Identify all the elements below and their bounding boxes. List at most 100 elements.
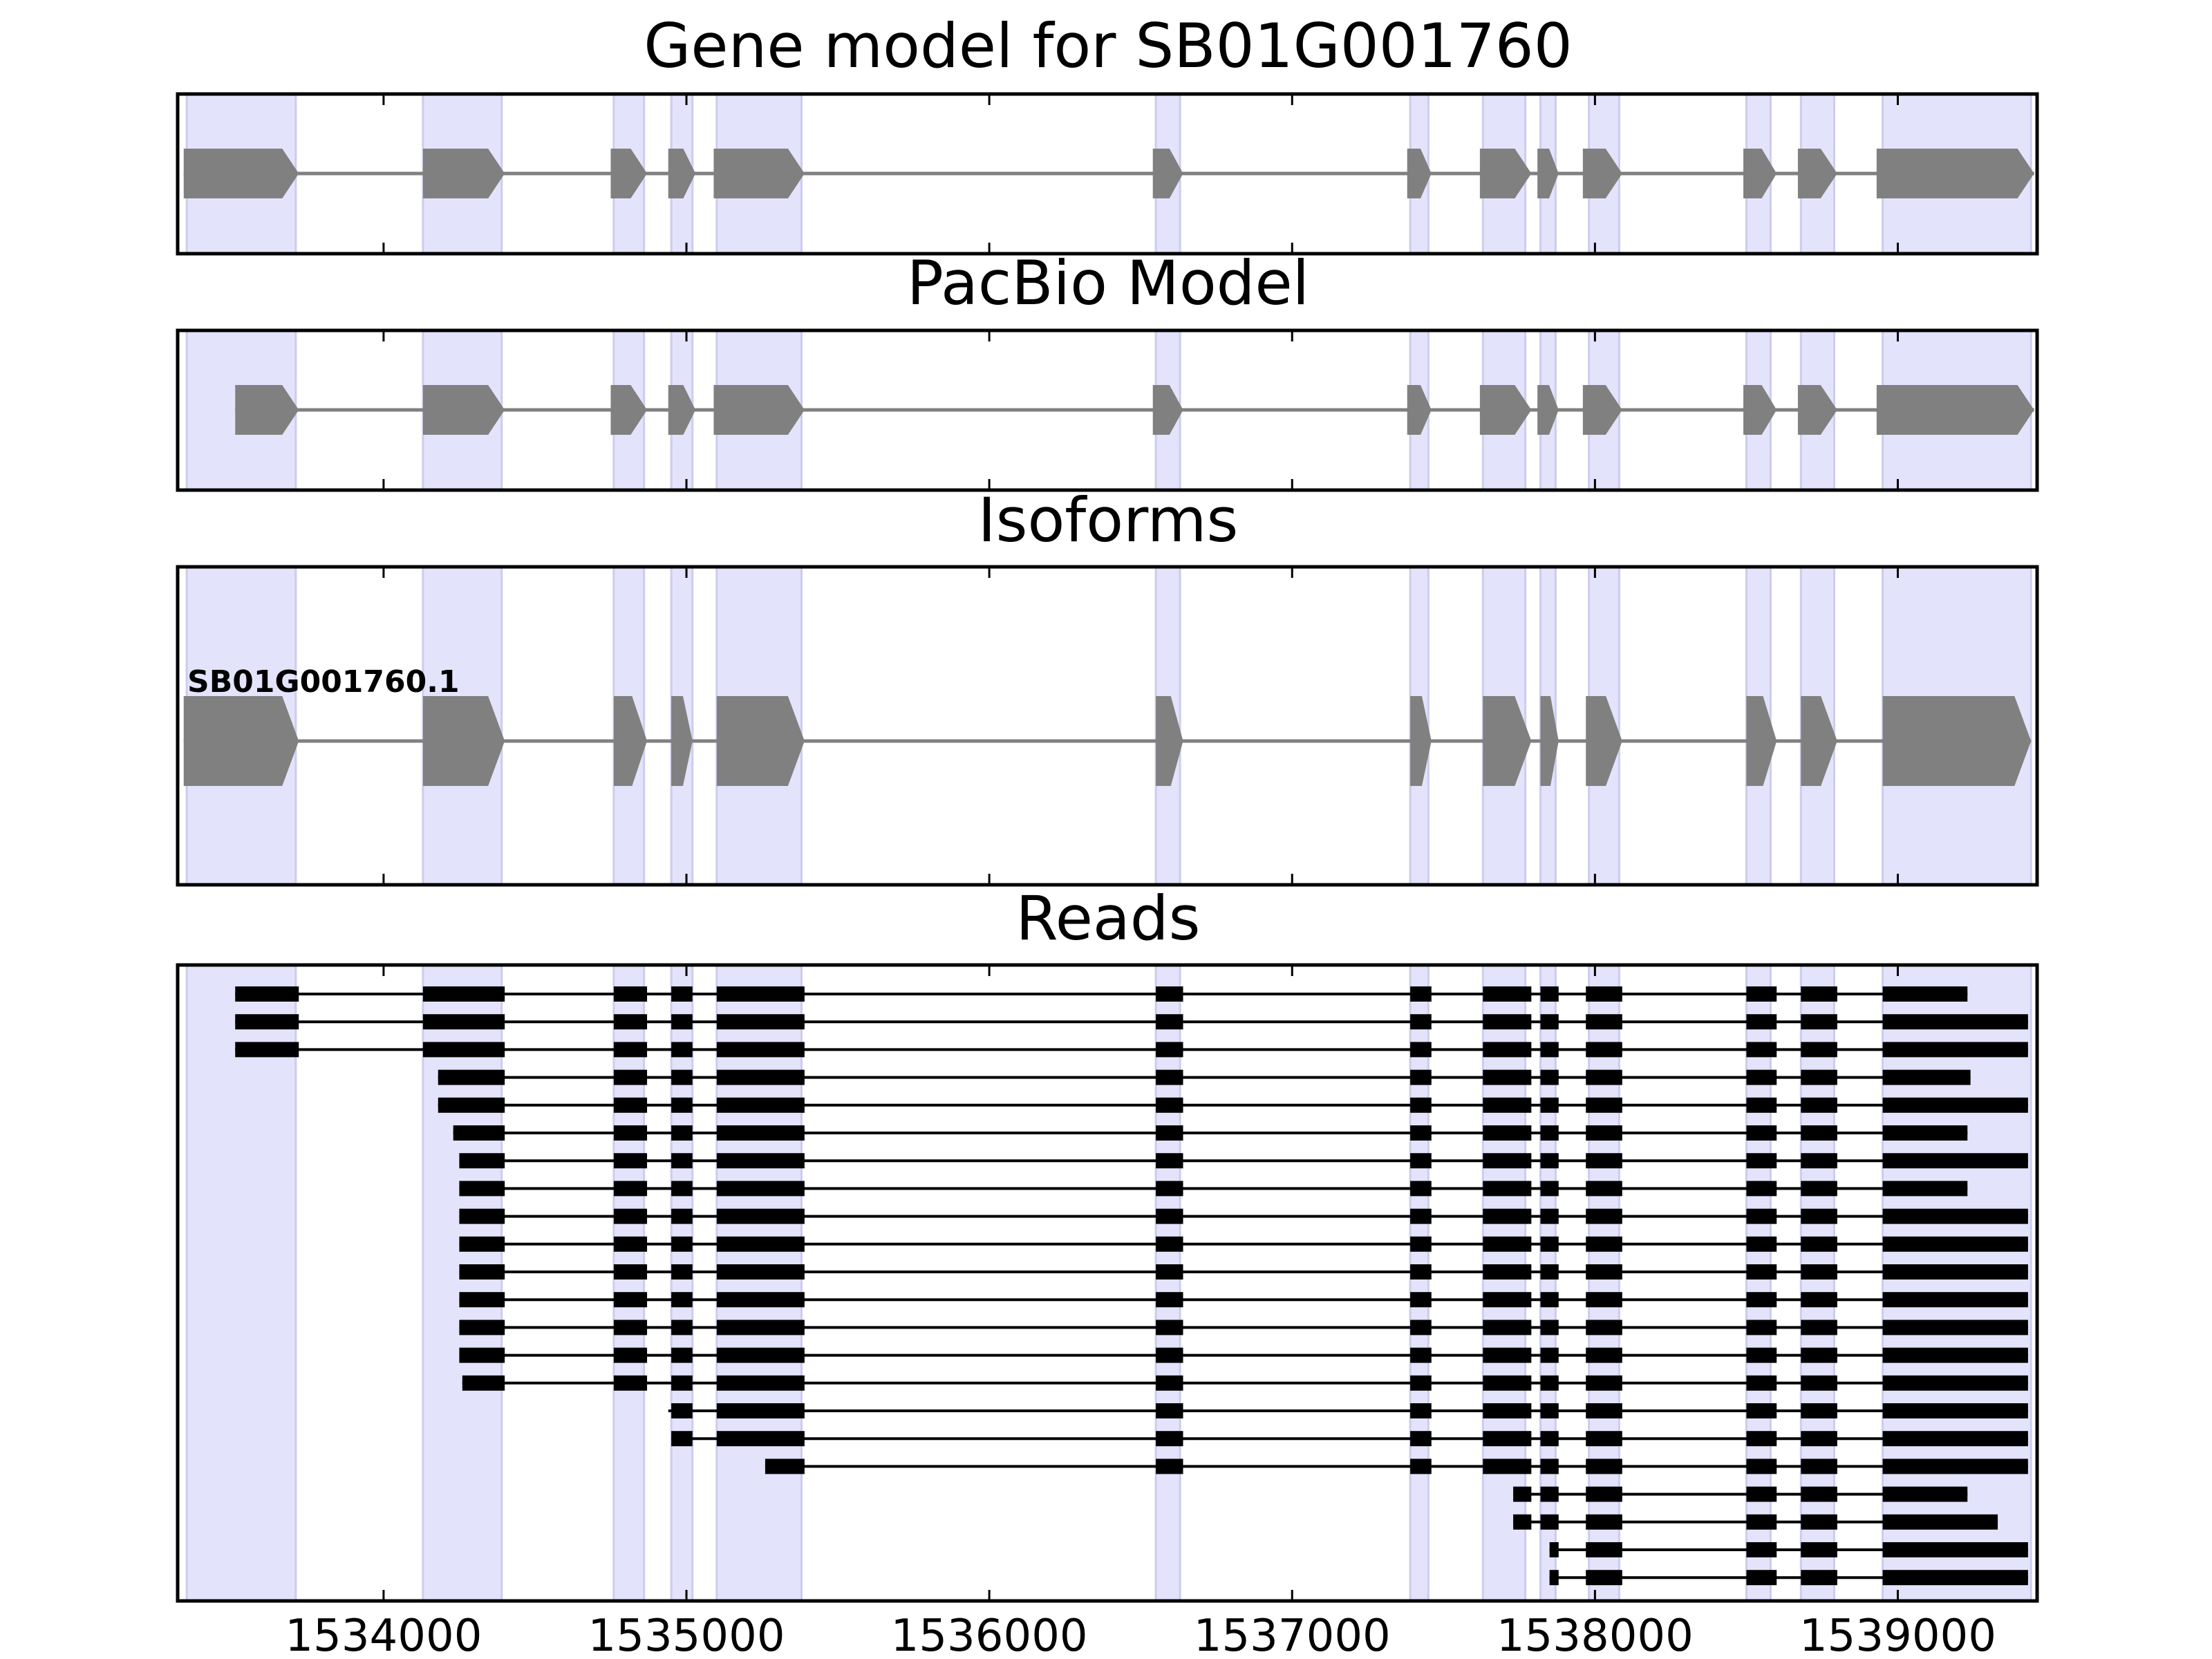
read-block <box>1801 1153 1837 1169</box>
read-block <box>1586 1292 1622 1308</box>
highlight-band <box>715 964 803 1602</box>
x-axis: 1534000 1535000 1536000 1537000 1538000 15390… <box>285 1611 1996 1659</box>
read-block <box>671 1125 693 1141</box>
read-block <box>1540 1375 1559 1391</box>
read-block <box>1586 1125 1622 1141</box>
read-block <box>613 1042 648 1058</box>
read-block <box>1540 1181 1559 1197</box>
read-block <box>1882 1236 2028 1252</box>
read-block <box>716 1320 805 1335</box>
read-block <box>613 1375 648 1391</box>
read-block <box>459 1153 505 1169</box>
marks-pacbio <box>235 385 2034 435</box>
read-block <box>1801 1014 1837 1030</box>
read-block <box>1540 1264 1559 1280</box>
read-block <box>716 1347 805 1363</box>
read-block <box>1586 1181 1622 1197</box>
read-block <box>716 1097 805 1113</box>
read-block <box>459 1320 505 1335</box>
read-block <box>1483 1153 1532 1169</box>
exon-shape <box>183 696 299 786</box>
read-block <box>1746 1320 1777 1335</box>
x-tick-label: 1535000 <box>588 1611 785 1659</box>
exon-shape <box>422 696 505 786</box>
x-tick-label: 1534000 <box>285 1611 482 1659</box>
read-block <box>1156 1459 1183 1474</box>
read-block <box>1746 1347 1777 1363</box>
read-block <box>613 1320 648 1335</box>
read-block <box>1801 1514 1837 1530</box>
read-block <box>1540 1208 1559 1224</box>
read-block <box>1746 1069 1777 1085</box>
exon-shape <box>713 149 805 198</box>
read-block <box>1156 986 1183 1002</box>
read-block <box>1882 1264 2028 1280</box>
read-block <box>1586 1542 1622 1557</box>
read-block <box>1746 1431 1777 1447</box>
highlight-band <box>185 964 297 1602</box>
read-block <box>1882 1320 2028 1335</box>
read-block <box>1410 1153 1432 1169</box>
exon-shape <box>422 385 505 435</box>
read-block <box>1410 1459 1432 1474</box>
marks-isoforms <box>183 696 2032 786</box>
highlight-band <box>1154 964 1181 1602</box>
read-block <box>1801 1069 1837 1085</box>
read-block <box>1540 1236 1559 1252</box>
read-block <box>1801 1181 1837 1197</box>
read-block <box>1483 1042 1532 1058</box>
highlight-band <box>612 964 646 1602</box>
ticks <box>382 94 1899 1601</box>
exon-shape <box>1743 385 1777 435</box>
exon-shape <box>1483 696 1532 786</box>
exon-shape <box>1743 149 1777 198</box>
read-block <box>1586 1570 1622 1586</box>
highlight-band <box>1409 964 1430 1602</box>
isoform-label: SB01G001760.1 <box>187 664 460 700</box>
read-block <box>1540 1320 1559 1335</box>
read-block <box>422 986 505 1002</box>
read-block <box>1156 1153 1183 1169</box>
read-block <box>1746 1014 1777 1030</box>
read-block <box>1882 1375 2028 1391</box>
read-block <box>1410 1375 1432 1391</box>
read-block <box>613 1153 648 1169</box>
panel-isoforms: Isoforms SB01G001760.1 <box>176 485 2039 887</box>
read-block <box>671 1042 693 1058</box>
read-block <box>613 1347 648 1363</box>
exon-shape <box>1876 385 2034 435</box>
read-block <box>1410 1208 1432 1224</box>
exon-shape <box>1410 696 1432 786</box>
read-block <box>1540 1292 1559 1308</box>
exon-shape <box>716 696 805 786</box>
read-block <box>1801 1570 1837 1586</box>
exon-shape <box>1882 696 2032 786</box>
read-block <box>1882 1347 2028 1363</box>
read-block <box>716 1181 805 1197</box>
read-block <box>1586 1153 1622 1169</box>
read-block <box>1549 1542 1559 1557</box>
read-block <box>1156 1264 1183 1280</box>
read-block <box>1586 1431 1622 1447</box>
read-block <box>1540 1431 1559 1447</box>
read-block <box>1483 1375 1532 1391</box>
read-block <box>1540 1125 1559 1141</box>
x-tick-label: 1537000 <box>1194 1611 1391 1659</box>
read-block <box>1586 1236 1622 1252</box>
panel-reads: Reads <box>176 883 2039 1603</box>
frame-gene <box>176 92 2039 256</box>
exon-shape <box>1537 149 1559 198</box>
read-block <box>1540 1153 1559 1169</box>
highlight-band <box>422 964 503 1602</box>
read-block <box>1586 1014 1622 1030</box>
highlight-band <box>1745 964 1772 1602</box>
read-block <box>1746 1208 1777 1224</box>
read-block <box>1586 1403 1622 1418</box>
read-block <box>459 1181 505 1197</box>
read-block <box>1746 1153 1777 1169</box>
highlight-band <box>1539 964 1557 1602</box>
highlight-band <box>670 964 694 1602</box>
read-block <box>1410 1320 1432 1335</box>
read-block <box>1540 1403 1559 1418</box>
read-block <box>1586 1097 1622 1113</box>
